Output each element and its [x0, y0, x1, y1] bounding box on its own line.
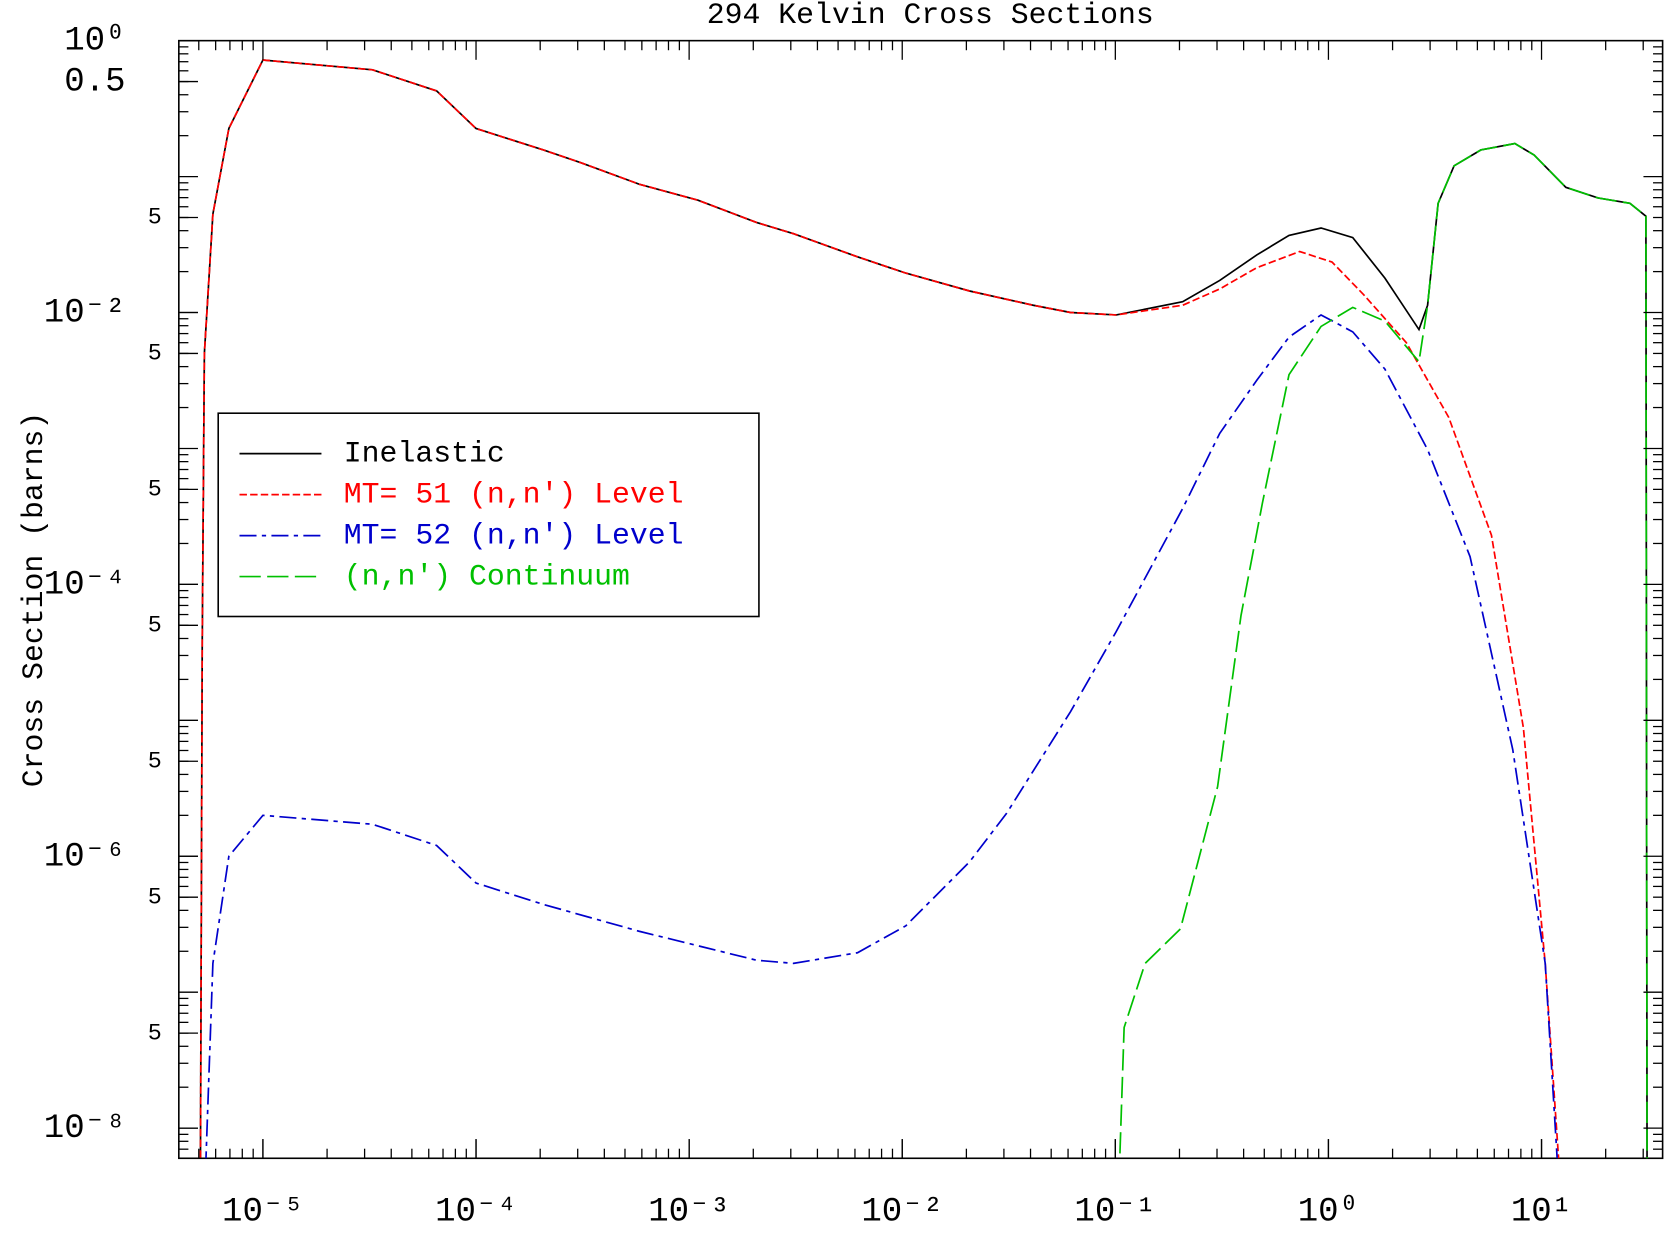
x-tick-label: 10⁰: [1298, 1194, 1359, 1232]
legend-box: [217, 412, 760, 618]
series-line: [199, 59, 1560, 1159]
y-tick-label: 10⁻⁶: [44, 838, 126, 876]
y-tick-label: 5: [148, 1021, 162, 1047]
plot-frame: [178, 39, 1664, 1160]
y-tick-label: 10⁰: [64, 23, 125, 61]
series-line: [1118, 142, 1648, 1159]
y-tick-label: 10⁻⁸: [44, 1110, 126, 1148]
legend-label: (n,n') Continuum: [344, 559, 630, 593]
y-tick-label: 5: [148, 206, 162, 232]
x-tick-label: 10⁻³: [648, 1194, 730, 1232]
y-tick-label: 10⁻²: [44, 295, 126, 333]
x-tick-label: 10⁻⁵: [222, 1194, 304, 1232]
legend-label: MT= 51 (n,n') Level: [344, 477, 684, 511]
legend-label: Inelastic: [344, 437, 505, 471]
y-tick-label: 5: [148, 749, 162, 775]
x-tick-label: 10⁻²: [861, 1194, 943, 1232]
y-tick-label: 5: [148, 885, 162, 911]
curves: [199, 59, 1648, 1159]
legend-label: MT= 52 (n,n') Level: [344, 518, 684, 552]
y-tick-label: 5: [148, 342, 162, 368]
x-tick-label: 10⁻⁴: [435, 1194, 517, 1232]
chart-title: 294 Kelvin Cross Sections: [707, 0, 1154, 32]
series-line: [199, 59, 1648, 1159]
x-tick-label: 10⁻¹: [1074, 1194, 1156, 1232]
y-axis-label: Cross Section (barns): [17, 412, 51, 788]
x-tick-label: 10¹: [1511, 1194, 1572, 1232]
series-line: [205, 313, 1558, 1159]
y-tick-label: 5: [148, 613, 162, 639]
y-tick-label: 5: [148, 478, 162, 504]
y-tick-label: 10⁻⁴: [44, 566, 126, 604]
y-tick-label: 0.5: [64, 64, 125, 102]
